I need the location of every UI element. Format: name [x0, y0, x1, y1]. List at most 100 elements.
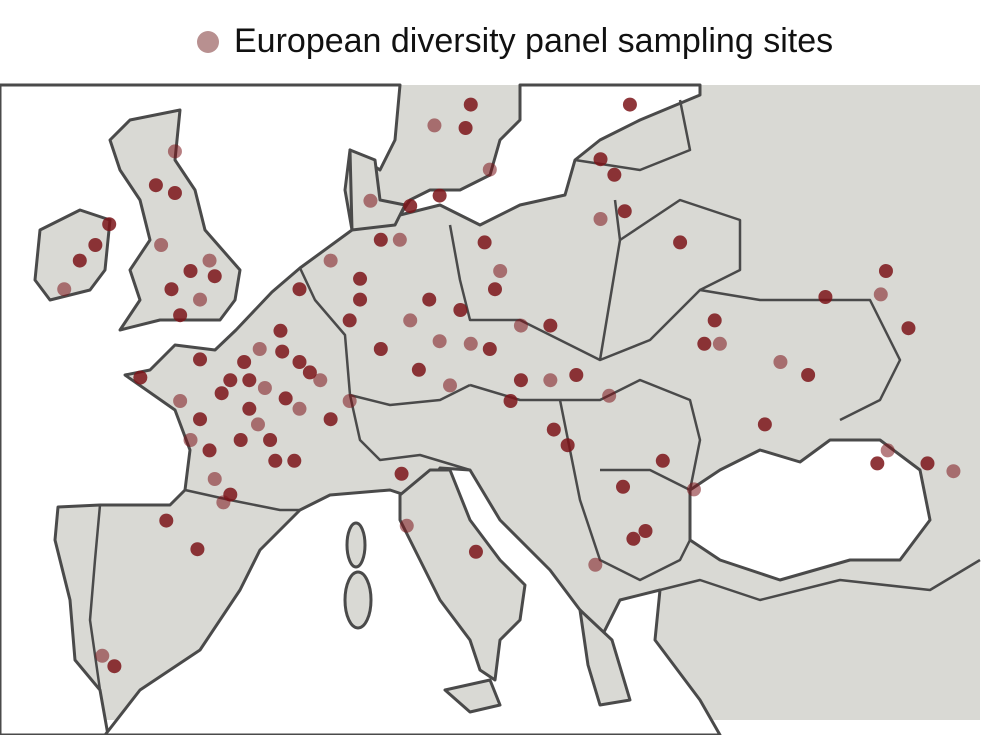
site-point: [707, 313, 722, 328]
borders: [184, 488, 300, 512]
sicily: [443, 678, 502, 714]
site-point: [616, 479, 631, 494]
denmark: [348, 148, 407, 232]
site-point: [513, 373, 528, 388]
great-britain: [108, 108, 242, 332]
site-point: [342, 313, 357, 328]
site-point: [487, 282, 502, 297]
site-point: [503, 394, 518, 408]
site-point: [302, 365, 317, 380]
site-point: [373, 342, 388, 356]
site-point: [655, 453, 670, 468]
site-point: [202, 443, 217, 458]
site-point: [323, 412, 338, 427]
site-point: [468, 544, 483, 559]
site-point: [233, 433, 248, 447]
site-point: [626, 531, 641, 546]
site-point: [432, 334, 447, 349]
site-point: [183, 264, 198, 278]
site-point: [394, 466, 409, 481]
site-point: [920, 456, 935, 471]
site-point: [463, 97, 478, 112]
site-point: [458, 121, 473, 135]
site-point: [399, 518, 414, 533]
site-point: [432, 188, 447, 203]
legend-label: European diversity panel sampling sites: [234, 22, 833, 60]
site-point: [167, 186, 182, 200]
borders: [348, 394, 471, 472]
greece: [578, 608, 632, 707]
site-point: [638, 524, 653, 538]
site-point: [173, 308, 188, 323]
site-point: [164, 282, 179, 297]
site-point: [133, 370, 148, 385]
site-point: [443, 378, 458, 393]
site-point: [292, 401, 307, 416]
site-point: [353, 292, 368, 307]
site-point: [342, 394, 357, 408]
site-point: [214, 386, 229, 401]
site-point: [207, 269, 222, 284]
site-point: [273, 323, 288, 338]
corsica: [345, 521, 367, 569]
legend-marker: [197, 31, 219, 53]
site-point: [403, 199, 418, 213]
site-point: [148, 178, 163, 193]
site-point: [353, 271, 368, 286]
site-point: [427, 118, 442, 133]
site-point: [190, 542, 205, 557]
site-point: [543, 318, 558, 333]
site-point: [403, 313, 418, 328]
site-point: [102, 217, 117, 232]
site-point: [588, 557, 603, 572]
site-point: [88, 238, 103, 252]
site-point: [257, 381, 272, 395]
borders: [600, 468, 691, 492]
site-point: [193, 412, 208, 427]
ireland: [33, 208, 112, 302]
site-point: [216, 495, 231, 510]
site-point: [207, 472, 222, 486]
site-point: [673, 235, 688, 250]
site-point: [757, 417, 772, 432]
site-point: [268, 453, 283, 468]
site-point: [543, 373, 558, 388]
site-point: [363, 193, 378, 208]
baltic-sea: [398, 83, 702, 227]
site-point: [463, 336, 478, 351]
borders: [469, 378, 702, 491]
site-point: [880, 443, 895, 458]
site-point: [482, 342, 497, 356]
site-point: [242, 373, 257, 388]
site-point: [57, 282, 72, 297]
site-point: [607, 167, 622, 182]
site-point: [107, 659, 122, 674]
site-point: [482, 162, 497, 177]
site-point: [560, 438, 575, 453]
site-point: [602, 388, 617, 403]
site-point: [773, 355, 788, 369]
site-point: [593, 212, 608, 226]
site-point: [242, 401, 257, 416]
borders: [574, 99, 692, 172]
site-point: [392, 232, 407, 247]
site-point: [873, 287, 888, 302]
site-point: [275, 344, 290, 359]
site-point: [183, 433, 198, 447]
site-point: [263, 433, 278, 447]
site-point: [546, 422, 561, 437]
site-point: [422, 292, 437, 307]
italy: [398, 468, 527, 682]
site-point: [278, 391, 293, 406]
site-point: [292, 282, 307, 297]
site-point: [193, 292, 208, 307]
site-point: [237, 355, 252, 369]
site-point: [622, 97, 637, 112]
site-point: [686, 482, 701, 497]
site-point: [411, 362, 426, 377]
site-point: [946, 464, 961, 479]
site-point: [167, 144, 182, 159]
site-point: [72, 253, 87, 268]
site-point: [173, 394, 188, 408]
